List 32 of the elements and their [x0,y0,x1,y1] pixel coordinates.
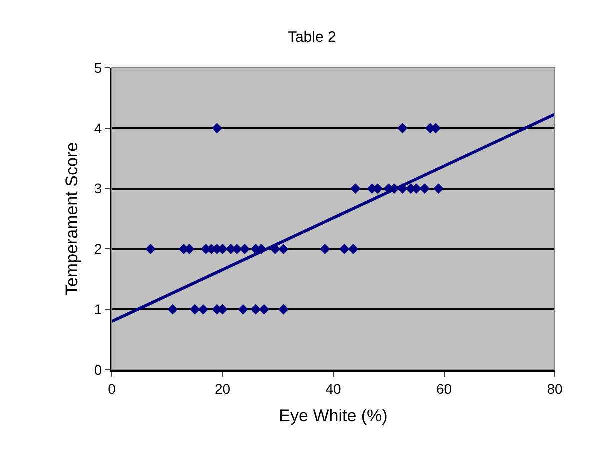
point [212,123,222,134]
y-tick-label: 0 [94,362,102,378]
point [238,304,248,315]
x-tick-label: 80 [547,380,563,397]
point [434,184,444,194]
point [398,123,408,134]
y-tick-label: 4 [94,120,102,136]
y-tick-label: 5 [94,60,102,76]
chart-title: Table 2 [288,29,336,46]
x-tick-label: 60 [436,380,452,397]
point [146,244,156,254]
x-tick-label: 0 [108,380,116,397]
x-tick-label: 40 [326,380,342,397]
point [168,304,178,315]
point [259,304,270,315]
x-axis-title: Eye White (%) [279,406,388,426]
point [250,304,262,315]
point [420,184,430,194]
y-axis-title: Temperament Score [62,142,82,296]
point [350,184,361,194]
point [339,244,350,254]
point [348,244,359,254]
point [240,244,250,254]
point [278,304,289,315]
point [320,244,330,254]
y-tick-label: 1 [94,302,102,318]
y-tick-label: 3 [94,180,102,197]
point [198,304,209,315]
point [278,244,289,254]
y-tick-label: 2 [94,241,102,258]
x-tick-label: 20 [214,380,231,397]
point [190,304,200,315]
